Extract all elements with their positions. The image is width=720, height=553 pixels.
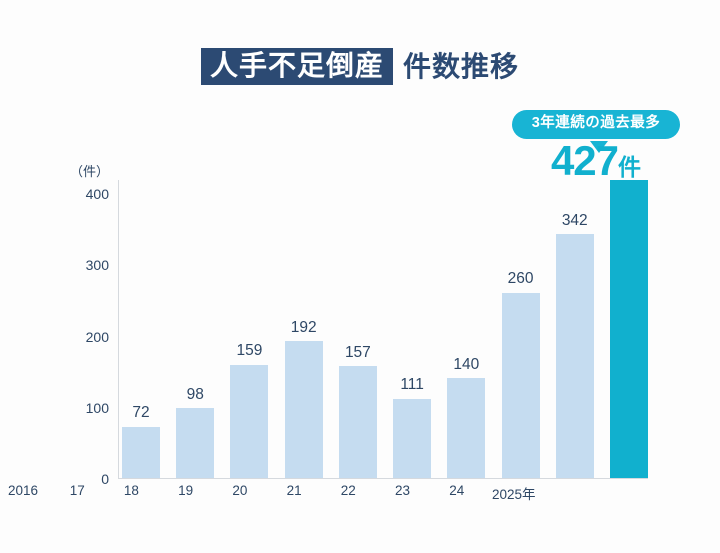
bar-column: 111 bbox=[393, 180, 432, 478]
highlight-value: 427件 bbox=[512, 140, 680, 182]
bar-rect bbox=[176, 408, 215, 478]
x-axis-tick: 24 bbox=[449, 483, 465, 498]
bar-rect bbox=[501, 292, 540, 478]
x-axis-tick: 22 bbox=[340, 483, 356, 498]
x-axis-ticks: 2016 17 18 19 20 21 22 23 24 2025年 bbox=[4, 483, 536, 503]
bar-value-label: 72 bbox=[132, 404, 150, 422]
bar-column: 260 bbox=[501, 180, 540, 478]
y-axis-line bbox=[118, 180, 119, 479]
x-axis-tick: 2016 bbox=[7, 483, 39, 498]
x-axis-tick: 23 bbox=[395, 483, 411, 498]
bar-chart: （件） 400 300 200 100 0 72 98 159 192 157 111 140 260… bbox=[70, 164, 648, 487]
bar-rect bbox=[230, 364, 269, 478]
bar-value-label: 140 bbox=[453, 355, 480, 373]
x-axis-tick: 21 bbox=[286, 483, 302, 498]
bar-column: 157 bbox=[338, 180, 377, 478]
callout-tail-icon bbox=[590, 141, 608, 153]
x-axis-line bbox=[118, 478, 648, 479]
bar-column: 140 bbox=[447, 180, 486, 478]
y-axis-unit-label: （件） bbox=[69, 164, 109, 179]
bar-value-label: 342 bbox=[561, 211, 588, 229]
record-callout: 3年連続の過去最多 bbox=[512, 110, 680, 153]
bar-column: 342 bbox=[555, 180, 594, 478]
bar-rect bbox=[447, 378, 486, 478]
highlight-value-unit: 件 bbox=[618, 154, 642, 180]
bar-rect bbox=[555, 234, 594, 478]
x-axis-tick: 2025年 bbox=[491, 487, 536, 502]
x-axis-tick: 20 bbox=[232, 483, 248, 498]
y-axis-tick: 200 bbox=[85, 328, 109, 345]
bar-column: 159 bbox=[230, 180, 269, 478]
bar-column: 98 bbox=[176, 180, 215, 478]
bar-value-label: 98 bbox=[186, 385, 204, 403]
bar-column: 427 bbox=[609, 180, 648, 478]
bar-rect bbox=[122, 426, 160, 478]
page-title: 人手不足倒産 件数推移 bbox=[0, 48, 720, 86]
y-axis-tick: 0 bbox=[101, 471, 109, 487]
bar-rect bbox=[609, 180, 648, 478]
bar-value-label: 260 bbox=[507, 270, 534, 288]
bar-series: 72 98 159 192 157 111 140 260 342 427 bbox=[122, 180, 648, 478]
bar-column: 192 bbox=[284, 180, 323, 478]
x-axis-tick: 18 bbox=[123, 483, 139, 498]
bar-value-label: 159 bbox=[236, 342, 263, 360]
callout-bubble-label: 3年連続の過去最多 bbox=[512, 110, 680, 139]
y-axis-tick: 400 bbox=[85, 186, 109, 202]
bar-column: 72 bbox=[122, 180, 160, 478]
bar-rect bbox=[393, 398, 432, 478]
highlight-value-number: 427 bbox=[550, 137, 619, 184]
title-highlight-badge: 人手不足倒産 bbox=[200, 48, 393, 86]
y-axis-tick: 100 bbox=[85, 399, 109, 416]
title-subtext: 件数推移 bbox=[403, 51, 520, 82]
bar-rect bbox=[338, 366, 377, 478]
x-axis-tick: 17 bbox=[69, 483, 85, 498]
bar-rect bbox=[284, 341, 323, 478]
bar-value-label: 192 bbox=[290, 318, 317, 336]
x-axis-tick: 19 bbox=[178, 483, 194, 498]
bar-value-label: 157 bbox=[344, 343, 371, 361]
y-axis-tick: 300 bbox=[85, 257, 109, 274]
bar-value-label: 111 bbox=[400, 376, 424, 394]
